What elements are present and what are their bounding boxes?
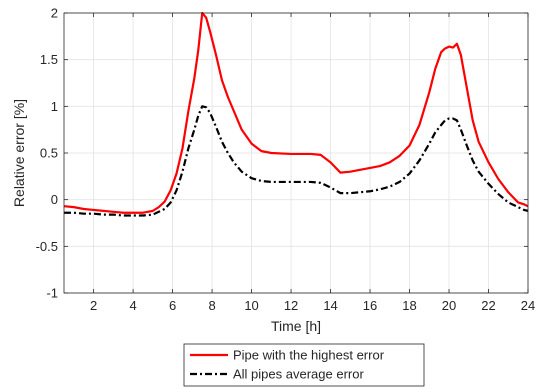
x-tick-label: 16: [363, 298, 377, 313]
x-tick-label: 4: [129, 298, 136, 313]
x-tick-label: 14: [323, 298, 337, 313]
x-tick-label: 8: [208, 298, 215, 313]
axis-ticks: 2 4 6 8 10 12 14 16 18 20 22 24-1-0.500.511.52: [36, 6, 536, 314]
x-tick-label: 24: [521, 298, 535, 313]
legend-label-2: All pipes average error: [233, 367, 364, 382]
y-tick-label: 1: [51, 99, 58, 114]
y-tick-label: -0.5: [36, 239, 58, 254]
x-axis-label: Time [h]: [271, 318, 321, 334]
y-tick-label: 2: [51, 6, 58, 21]
legend-label-1: Pipe with the highest error: [233, 348, 385, 363]
legend-box: [183, 343, 425, 387]
plot-frame: [63, 12, 529, 294]
x-tick-label: 12: [284, 298, 298, 313]
x-tick-label: 2: [90, 298, 97, 313]
series-layer: [63, 11, 529, 217]
series-line-1: [63, 11, 529, 214]
x-tick-label: 20: [442, 298, 456, 313]
x-tick-label: 22: [481, 298, 495, 313]
y-tick-label: 0.5: [40, 146, 58, 161]
y-axis-label: Relative error [%]: [11, 99, 27, 207]
y-tick-label: 0: [51, 192, 58, 207]
y-tick-label: 1.5: [40, 52, 58, 67]
series-line-2: [64, 105, 529, 217]
x-tick-label: 6: [169, 298, 176, 313]
x-tick-label: 18: [402, 298, 416, 313]
x-tick-label: 10: [244, 298, 258, 313]
y-tick-label: -1: [46, 286, 58, 301]
legend: Pipe with the highest error All pipes ave…: [183, 343, 425, 387]
